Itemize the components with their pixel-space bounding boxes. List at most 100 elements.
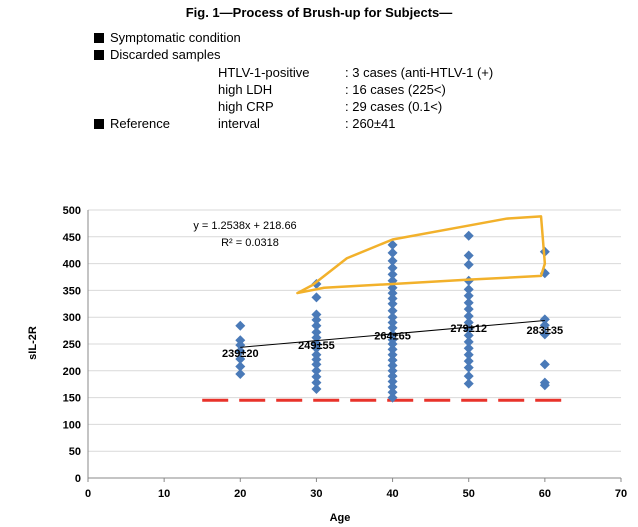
data-points (235, 230, 550, 403)
data-point (387, 344, 398, 355)
reference-interval-value: : 260±41 (345, 116, 396, 131)
trendline (240, 319, 545, 348)
trendline-equation: y = 1.2538x + 218.66 (193, 220, 296, 232)
data-point (387, 349, 398, 360)
data-point (387, 239, 398, 250)
data-point (463, 371, 474, 382)
data-point (463, 250, 474, 261)
x-tick-label: 60 (539, 488, 551, 500)
data-point (311, 327, 322, 338)
x-tick-label: 20 (234, 488, 246, 500)
x-tick-label: 40 (386, 488, 398, 500)
group-labels: 239±20 249±55 264±65 279±12 283±35 (222, 323, 563, 360)
group-mean-label: 264±65 (374, 330, 411, 342)
trendline-r2: R² = 0.0318 (221, 237, 279, 249)
data-point (235, 369, 246, 380)
y-tick-label: 300 (63, 312, 81, 324)
discarded-crp-name: high CRP (218, 99, 274, 114)
data-point (463, 311, 474, 322)
data-point (311, 384, 322, 395)
bullet-square-icon (94, 33, 104, 43)
discarded-ldh-value: : 16 cases (225<) (345, 82, 446, 97)
data-point (463, 284, 474, 295)
data-point (463, 343, 474, 354)
data-point (387, 381, 398, 392)
data-point (387, 322, 398, 333)
y-tick-label: 350 (63, 285, 81, 297)
data-point (235, 354, 246, 365)
bullet-label: Discarded samples (110, 47, 221, 62)
data-point (463, 317, 474, 328)
data-point (387, 312, 398, 323)
figure-title: Fig. 1—Process of Brush-up for Subjects— (185, 5, 453, 20)
highlight-region (296, 215, 547, 295)
bullet-square-icon (94, 50, 104, 60)
discarded-ldh-name: high LDH (218, 82, 273, 97)
trendline-group (240, 319, 545, 348)
data-point (387, 262, 398, 273)
bullet-square-icon (94, 119, 104, 129)
data-point (311, 320, 322, 331)
group-mean-label: 279±12 (450, 323, 487, 335)
data-point (387, 387, 398, 398)
data-point (311, 359, 322, 370)
y-tick-label: 500 (63, 205, 81, 217)
data-point (235, 320, 246, 331)
y-tick-label: 200 (63, 366, 81, 378)
x-tick-label: 70 (615, 488, 627, 500)
data-point (463, 330, 474, 341)
data-point (387, 339, 398, 349)
data-point (387, 269, 398, 280)
data-point (463, 378, 474, 389)
data-point (387, 293, 398, 304)
bullet-label: Symptomatic condition (110, 30, 241, 45)
bullet-discarded: Discarded samples (94, 47, 221, 62)
x-axis-title: Age (330, 512, 351, 524)
y-tick-label: 400 (63, 259, 81, 271)
data-point (235, 361, 246, 372)
highlight-region-group (296, 215, 547, 295)
data-point (387, 298, 398, 309)
data-point (387, 365, 398, 376)
data-point (387, 376, 398, 387)
data-point (539, 320, 550, 331)
data-point (311, 292, 322, 303)
y-tick-label: 450 (63, 232, 81, 244)
y-tick-label: 250 (63, 339, 81, 351)
data-point (539, 329, 550, 340)
data-point (463, 304, 474, 315)
data-point (387, 255, 398, 266)
data-point (463, 349, 474, 360)
reference-interval-label: interval (218, 116, 260, 131)
data-point (387, 288, 398, 299)
data-point (539, 380, 550, 391)
data-point (387, 360, 398, 371)
data-point (539, 359, 550, 370)
group-mean-label: 283±35 (527, 325, 564, 337)
data-point (311, 365, 322, 376)
x-tick-label: 50 (463, 488, 475, 500)
group-mean-label: 249±55 (298, 340, 335, 352)
x-tick-label: 30 (310, 488, 322, 500)
axes: 0 50 100 150 200 250 300 350 400 450 500 0 10 20 30 40 5… (63, 205, 627, 500)
data-point (387, 355, 398, 366)
data-point (387, 305, 398, 316)
data-point (387, 392, 398, 403)
discarded-htlv-value: : 3 cases (anti-HTLV-1 (+) (345, 65, 494, 80)
data-point (311, 314, 322, 325)
data-point (387, 317, 398, 328)
y-tick-label: 50 (69, 446, 81, 458)
y-tick-label: 150 (63, 393, 81, 405)
group-mean-label: 239±20 (222, 348, 259, 360)
data-point (463, 297, 474, 308)
data-point (463, 290, 474, 301)
y-axis-title: sIL-2R (27, 326, 39, 360)
data-point (387, 371, 398, 382)
data-point (463, 336, 474, 347)
data-point (311, 309, 322, 320)
data-point (463, 259, 474, 270)
bullet-label: Reference (110, 116, 170, 131)
bullet-symptomatic: Symptomatic condition (94, 30, 241, 45)
x-tick-label: 10 (158, 488, 170, 500)
